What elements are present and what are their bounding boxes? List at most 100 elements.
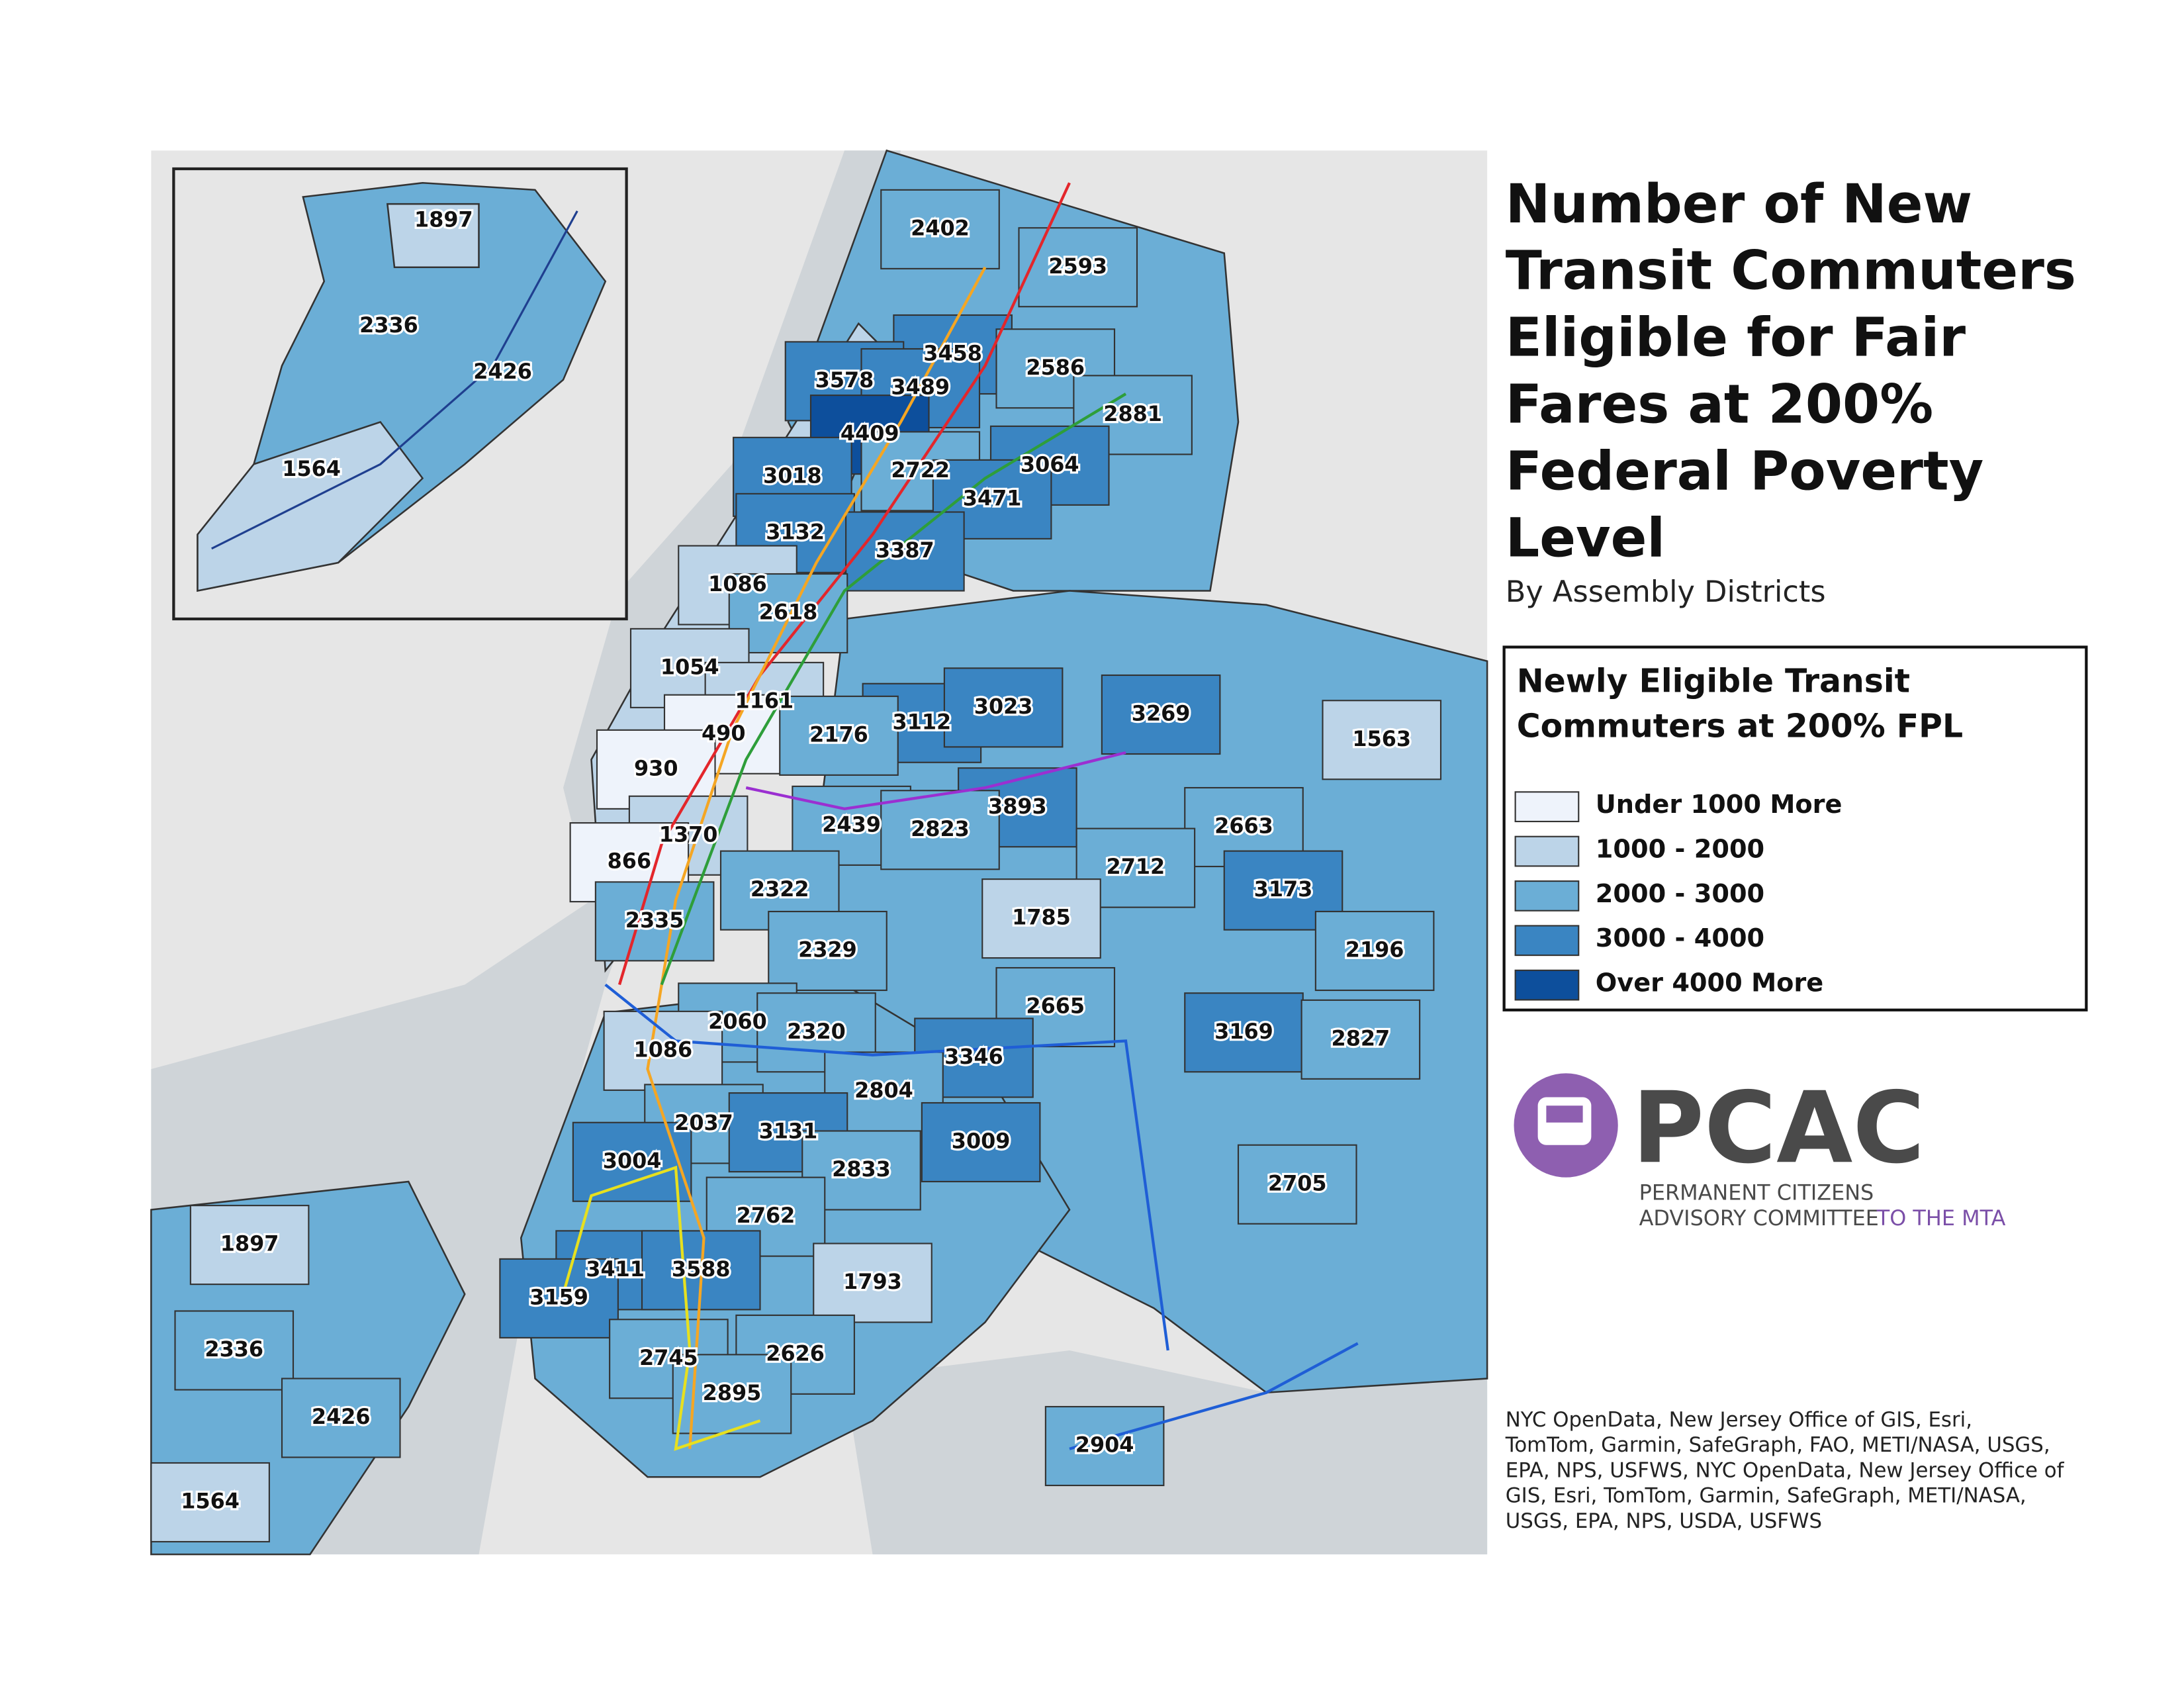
district-area [768, 910, 887, 992]
district-area [281, 1378, 401, 1458]
district-area [981, 878, 1101, 959]
inset-district-label: 2336 [359, 312, 418, 338]
district-area [880, 790, 1000, 870]
legend-swatch [1514, 925, 1580, 957]
district-area [189, 1205, 310, 1286]
attribution-line: EPA, NPS, USFWS, NYC OpenData, New Jerse… [1506, 1458, 2065, 1482]
district-label: 2705 [1268, 1170, 1327, 1196]
district-label: 2439 [822, 812, 881, 837]
district-label: 2037 [674, 1110, 733, 1135]
district-area [779, 695, 899, 776]
subway-lines [561, 182, 1359, 1451]
title-line: Transit Commuters [1506, 240, 2076, 303]
legend-swatch [1514, 969, 1580, 1001]
subtitle: By Assembly Districts [1506, 575, 1826, 609]
district-label: 3578 [815, 367, 874, 393]
legend-label: 2000 - 3000 [1596, 879, 1764, 909]
water [844, 1350, 1488, 1555]
district-label: 3004 [603, 1148, 662, 1173]
district-label: 2426 [312, 1404, 371, 1429]
district-label: 3112 [893, 709, 952, 734]
title-line: Number of New [1506, 173, 1972, 236]
district-label: 3269 [1132, 701, 1191, 726]
district-label: 4409 [841, 421, 899, 446]
district-label: 3169 [1214, 1019, 1273, 1044]
district-area [1101, 674, 1221, 755]
title-line: Level [1506, 507, 1665, 569]
district-label: 2329 [798, 937, 857, 962]
district-label: 3023 [974, 694, 1033, 719]
district-label: 2322 [751, 876, 809, 902]
district-label: 2586 [1026, 355, 1085, 380]
district-label: 490 [702, 720, 746, 745]
district-label: 2895 [703, 1380, 762, 1405]
district-label: 2823 [911, 816, 970, 841]
district-area [1018, 227, 1138, 308]
subway-line [1069, 1342, 1359, 1450]
district-label: 2196 [1345, 937, 1404, 962]
district-area [1314, 910, 1435, 992]
attribution-line: USGS, EPA, NPS, USDA, USFWS [1506, 1509, 1822, 1533]
district-label: 866 [608, 849, 652, 874]
district-label: 3458 [923, 341, 982, 366]
district-area [1322, 700, 1442, 780]
district-area [499, 1258, 619, 1338]
attribution-line: GIS, Esri, TomTom, Garmin, SafeGraph, ME… [1506, 1484, 2026, 1508]
district-area [921, 1102, 1041, 1183]
subway-line [660, 393, 1127, 986]
title-line: Fares at 200% [1506, 374, 1933, 436]
inset-map [172, 167, 628, 621]
legend-swatch [1514, 835, 1580, 867]
district-label: 1054 [660, 654, 719, 679]
district-area [1184, 992, 1304, 1073]
logo-window [1546, 1105, 1583, 1123]
district-label: 2176 [809, 722, 868, 747]
district-area [813, 1243, 933, 1323]
district-area [943, 667, 1064, 748]
district-label: 2626 [766, 1340, 825, 1366]
title-line: Federal Poverty [1506, 441, 1983, 503]
district-label: 2663 [1214, 814, 1273, 839]
district-label: 2665 [1026, 994, 1085, 1019]
district-label: 1563 [1352, 726, 1411, 751]
district-label: 3387 [876, 538, 934, 563]
legend-swatch [1514, 791, 1580, 823]
district-label: 3588 [672, 1256, 731, 1282]
inset-district-label: 1897 [414, 207, 473, 232]
district-label: 3132 [766, 519, 825, 544]
legend-title: Newly Eligible Transit [1517, 663, 1910, 700]
district-label: 2320 [787, 1019, 846, 1044]
subway-line [646, 266, 987, 1449]
inset-district [197, 420, 424, 592]
district-label: 3489 [891, 375, 950, 400]
inset-district [386, 203, 480, 269]
legend-title: Commuters at 200% FPL [1517, 708, 1963, 745]
attribution-line: NYC OpenData, New Jersey Office of GIS, … [1506, 1408, 1972, 1432]
district-label: 1785 [1012, 905, 1071, 930]
district-label: 2904 [1075, 1432, 1134, 1458]
legend: Newly Eligible Transit Commuters at 200% … [1514, 663, 1963, 1001]
logo-line: ADVISORY COMMITTEE [1639, 1205, 1879, 1231]
logo-name: PCAC [1632, 1071, 1925, 1186]
district-label: 2881 [1103, 401, 1162, 426]
legend-box [1502, 645, 2088, 1011]
district-area [845, 511, 965, 592]
district-label: 2336 [205, 1336, 263, 1362]
attribution-line: TomTom, Garmin, SafeGraph, FAO, METI/NAS… [1505, 1433, 2050, 1457]
logo: PCAC PERMANENT CITIZENS ADVISORY COMMITT… [1514, 1071, 2006, 1231]
district-label: 3159 [529, 1284, 588, 1309]
district-area [1237, 1144, 1357, 1225]
district-area [1300, 999, 1421, 1080]
title-line: Eligible for Fair [1506, 307, 1966, 369]
district-label: 1086 [634, 1037, 693, 1062]
district-label: 2712 [1107, 854, 1165, 879]
legend-label: 3000 - 4000 [1596, 923, 1764, 953]
district-label: 2827 [1332, 1025, 1390, 1051]
district-area [174, 1310, 295, 1391]
district-label: 1897 [220, 1231, 279, 1256]
subway-line [561, 1165, 761, 1451]
district-label: 1564 [181, 1489, 240, 1514]
district-area [880, 189, 1000, 269]
